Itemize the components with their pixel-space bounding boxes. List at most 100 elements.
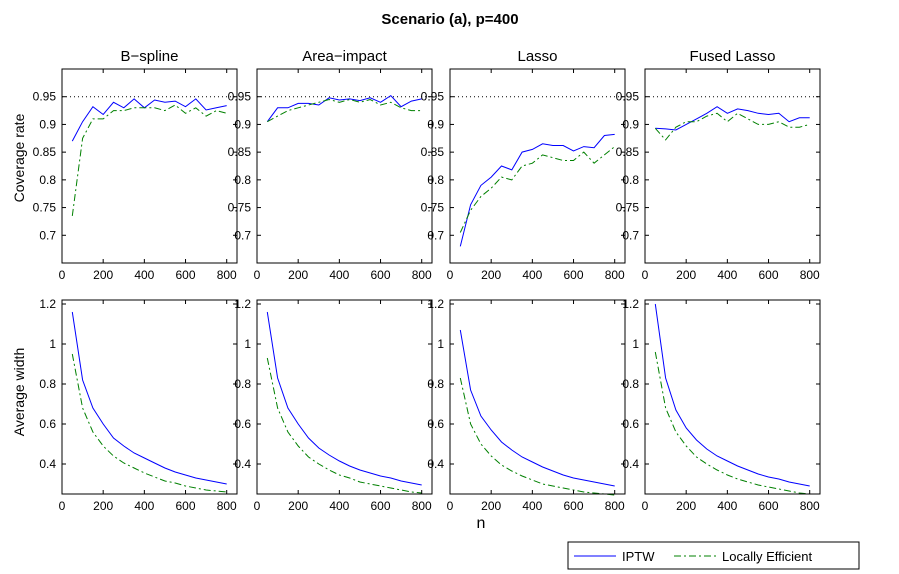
- y-tick-label: 0.6: [39, 417, 56, 431]
- y-tick-label: 0.8: [39, 377, 56, 391]
- y-tick-label: 0.7: [427, 228, 444, 242]
- x-tick-label: 400: [522, 268, 542, 282]
- series-line-iptw: [459, 329, 615, 487]
- y-tick-label: 0.6: [622, 417, 639, 431]
- x-tick-label: 0: [254, 268, 261, 282]
- y-tick-label: 1.2: [234, 297, 251, 311]
- y-tick-label: 0.7: [234, 228, 251, 242]
- y-tick-label: 1: [49, 337, 56, 351]
- y-tick-label: 0.7: [39, 228, 56, 242]
- x-tick-label: 200: [93, 268, 113, 282]
- y-tick-label: 0.95: [228, 90, 252, 104]
- x-tick-label: 600: [371, 268, 391, 282]
- x-tick-label: 600: [176, 499, 196, 513]
- row-ylabel-coverage: Coverage rate: [11, 113, 27, 202]
- y-tick-label: 0.4: [622, 457, 639, 471]
- y-tick-label: 0.95: [616, 90, 640, 104]
- x-tick-label: 800: [800, 268, 820, 282]
- y-tick-label: 0.9: [39, 117, 56, 131]
- series-line-iptw: [655, 106, 810, 131]
- axes-frame: [256, 299, 433, 495]
- x-tick-label: 800: [412, 268, 432, 282]
- x-tick-label: 0: [59, 499, 66, 513]
- x-tick-label: 0: [642, 499, 649, 513]
- x-tick-label: 600: [371, 499, 391, 513]
- series-line-locally-efficient: [654, 112, 810, 141]
- y-tick-label: 0.85: [33, 145, 57, 159]
- axes-frame: [256, 68, 433, 264]
- y-tick-label: 0.6: [427, 417, 444, 431]
- x-tick-label: 600: [564, 268, 584, 282]
- axes-frame: [644, 299, 821, 495]
- y-tick-label: 0.4: [39, 457, 56, 471]
- axes-frame: [449, 299, 626, 495]
- series-line-locally-efficient: [654, 351, 810, 495]
- y-tick-label: 0.6: [234, 417, 251, 431]
- x-tick-label: 800: [800, 499, 820, 513]
- y-tick-label: 0.4: [427, 457, 444, 471]
- y-tick-label: 0.8: [234, 377, 251, 391]
- y-tick-label: 1: [632, 337, 639, 351]
- subplot-1-3: 0 200 400 600 800 0.4 0.6 0.8 1 1.2: [622, 297, 821, 513]
- y-tick-label: 1.2: [427, 297, 444, 311]
- x-tick-label: 200: [676, 499, 696, 513]
- x-tick-label: 200: [481, 268, 501, 282]
- y-tick-label: 0.7: [622, 228, 639, 242]
- subplot-title: Fused Lasso: [690, 48, 776, 65]
- y-tick-label: 0.85: [421, 145, 445, 159]
- subplot-title: B−spline: [121, 48, 179, 65]
- x-tick-label: 0: [447, 499, 454, 513]
- series-line-locally-efficient: [459, 146, 616, 233]
- y-tick-label: 0.8: [39, 173, 56, 187]
- y-tick-label: 0.8: [622, 173, 639, 187]
- axes-frame: [61, 299, 238, 495]
- y-tick-label: 0.75: [421, 201, 445, 215]
- y-tick-label: 0.8: [622, 377, 639, 391]
- axes-frame: [61, 68, 238, 264]
- x-tick-label: 0: [254, 499, 261, 513]
- x-tick-label: 800: [605, 499, 625, 513]
- y-tick-label: 0.8: [234, 173, 251, 187]
- legend-local-label: Locally Efficient: [722, 549, 812, 564]
- y-tick-label: 0.75: [228, 201, 252, 215]
- y-tick-label: 0.8: [427, 377, 444, 391]
- x-tick-label: 0: [447, 268, 454, 282]
- figure-xlabel: n: [477, 515, 486, 532]
- series-line-locally-efficient: [71, 104, 227, 216]
- subplot-title: Area−impact: [302, 48, 387, 65]
- y-tick-label: 1.2: [622, 297, 639, 311]
- x-tick-label: 200: [93, 499, 113, 513]
- subplot-0-3: Fused Lasso 0 200 400 600 800 0.7 0.75 0.8 0.85 0.…: [616, 48, 821, 282]
- x-tick-label: 800: [217, 268, 237, 282]
- y-tick-label: 0.8: [427, 173, 444, 187]
- x-tick-label: 800: [605, 268, 625, 282]
- x-tick-label: 200: [481, 499, 501, 513]
- x-tick-label: 200: [288, 268, 308, 282]
- legend-iptw-label: IPTW: [622, 549, 655, 564]
- legend: IPTW Locally Efficient: [567, 541, 860, 570]
- x-tick-label: 400: [522, 499, 542, 513]
- subplot-grid: B−spline 0 200 400 600 800 0.7 0.75 0.8 0.85 0.9 0.…: [33, 48, 821, 513]
- x-tick-label: 400: [134, 268, 154, 282]
- y-tick-label: 0.75: [33, 201, 57, 215]
- x-tick-label: 800: [217, 499, 237, 513]
- y-tick-label: 0.4: [234, 457, 251, 471]
- subplot-1-1: 0 200 400 600 800 0.4 0.6 0.8 1 1.2: [234, 297, 433, 513]
- y-tick-label: 1.2: [39, 297, 56, 311]
- x-tick-label: 400: [717, 268, 737, 282]
- series-line-locally-efficient: [459, 377, 615, 496]
- x-tick-label: 400: [717, 499, 737, 513]
- subplot-title: Lasso: [517, 48, 557, 65]
- axes-frame: [644, 68, 821, 264]
- x-tick-label: 800: [412, 499, 432, 513]
- series-line-locally-efficient: [266, 357, 422, 494]
- x-tick-label: 0: [59, 268, 66, 282]
- series-line-locally-efficient: [267, 98, 422, 123]
- x-tick-label: 400: [329, 499, 349, 513]
- y-tick-label: 0.85: [228, 145, 252, 159]
- x-tick-label: 600: [759, 499, 779, 513]
- axes-frame: [449, 68, 626, 264]
- series-line-iptw: [71, 311, 227, 485]
- subplot-0-0: B−spline 0 200 400 600 800 0.7 0.75 0.8 0.85 0.9 0.…: [33, 48, 238, 282]
